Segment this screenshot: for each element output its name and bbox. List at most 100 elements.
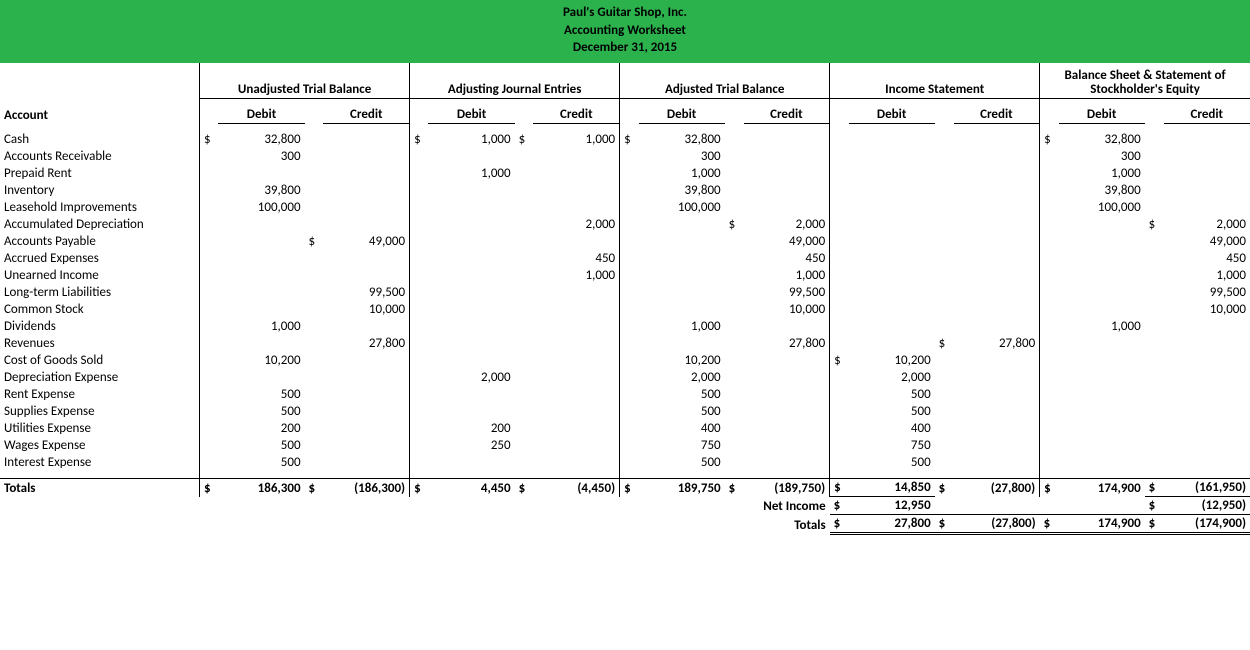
company-name: Paul's Guitar Shop, Inc. xyxy=(0,4,1250,22)
account-name: Inventory xyxy=(0,182,200,199)
debit-cell: 300 xyxy=(639,148,725,165)
table-row: Accumulated Depreciation2,000$2,000$2,00… xyxy=(0,216,1250,233)
credit-cell: 1,000 xyxy=(1164,267,1250,284)
credit-cell xyxy=(323,165,409,182)
debit-cell xyxy=(218,267,304,284)
table-row: Common Stock10,00010,00010,000 xyxy=(0,301,1250,318)
credit-cell xyxy=(1164,352,1250,369)
credit-cell: 99,500 xyxy=(323,284,409,301)
credit-cell xyxy=(1164,199,1250,216)
num-cell: (27,800) xyxy=(954,515,1040,534)
account-name: Supplies Expense xyxy=(0,403,200,420)
credit-cell xyxy=(533,182,619,199)
debit-cell xyxy=(1059,454,1145,471)
account-name: Unearned Income xyxy=(0,267,200,284)
credit-cell xyxy=(954,497,1040,515)
debit-cell: 100,000 xyxy=(1059,199,1145,216)
account-name: Accounts Receivable xyxy=(0,148,200,165)
table-row: Depreciation Expense2,0002,0002,000 xyxy=(0,369,1250,386)
credit-cell xyxy=(744,318,830,335)
credit-cell xyxy=(744,165,830,182)
debit-cell xyxy=(1059,301,1145,318)
debit-header: Debit xyxy=(1059,99,1145,124)
debit-cell: 500 xyxy=(849,386,935,403)
credit-cell xyxy=(954,284,1040,301)
table-row: Accrued Expenses450450450 xyxy=(0,250,1250,267)
num-cell: 174,900 xyxy=(1059,515,1145,534)
credit-cell: (4,450) xyxy=(533,479,619,497)
debit-cell: 400 xyxy=(639,420,725,437)
credit-cell: (186,300) xyxy=(323,479,409,497)
credit-cell: (189,750) xyxy=(744,479,830,497)
credit-cell xyxy=(323,182,409,199)
totals-label: Totals xyxy=(0,479,200,497)
debit-cell xyxy=(218,335,304,352)
debit-cell xyxy=(218,216,304,233)
credit-cell xyxy=(954,386,1040,403)
debit-cell: 1,000 xyxy=(1059,165,1145,182)
credit-cell xyxy=(954,369,1040,386)
credit-cell xyxy=(954,403,1040,420)
debit-header: Debit xyxy=(639,99,725,124)
table-row: Inventory39,80039,80039,800 xyxy=(0,182,1250,199)
debit-cell xyxy=(639,233,725,250)
table-row: Wages Expense500250750750 xyxy=(0,437,1250,454)
credit-cell xyxy=(954,267,1040,284)
credit-cell xyxy=(533,233,619,250)
credit-cell xyxy=(744,352,830,369)
debit-cell xyxy=(428,403,514,420)
credit-cell: 49,000 xyxy=(1164,233,1250,250)
account-header: Account xyxy=(0,99,200,124)
credit-cell xyxy=(744,403,830,420)
debit-cell xyxy=(1059,233,1145,250)
credit-cell xyxy=(323,318,409,335)
debit-cell xyxy=(639,284,725,301)
debit-cell xyxy=(639,301,725,318)
table-row: Cash$32,800$1,000$1,000$32,800$32,800 xyxy=(0,124,1250,149)
debit-cell xyxy=(428,199,514,216)
debit-cell xyxy=(218,233,304,250)
debit-cell: 10,200 xyxy=(218,352,304,369)
credit-cell xyxy=(323,386,409,403)
account-name: Rent Expense xyxy=(0,386,200,403)
debit-cell xyxy=(428,233,514,250)
credit-cell xyxy=(533,165,619,182)
credit-cell xyxy=(533,318,619,335)
debit-cell xyxy=(639,216,725,233)
debit-header: Debit xyxy=(849,99,935,124)
num-cell: 27,800 xyxy=(849,515,935,534)
debit-cell: 500 xyxy=(218,437,304,454)
credit-cell xyxy=(954,437,1040,454)
credit-header: Credit xyxy=(954,99,1040,124)
: $ xyxy=(1145,515,1164,534)
worksheet-table: Unadjusted Trial BalanceAdjusting Journa… xyxy=(0,63,1250,536)
debit-cell: 189,750 xyxy=(639,479,725,497)
table-row: Revenues27,80027,800$27,800 xyxy=(0,335,1250,352)
account-name: Interest Expense xyxy=(0,454,200,471)
debit-cell xyxy=(428,148,514,165)
credit-header: Credit xyxy=(744,99,830,124)
debit-cell: 500 xyxy=(218,454,304,471)
credit-cell: 2,000 xyxy=(1164,216,1250,233)
debit-cell: 186,300 xyxy=(218,479,304,497)
debit-cell: 100,000 xyxy=(218,199,304,216)
credit-cell: 99,500 xyxy=(1164,284,1250,301)
credit-cell xyxy=(954,216,1040,233)
credit-cell xyxy=(744,437,830,454)
credit-cell xyxy=(1164,420,1250,437)
debit-cell: 400 xyxy=(849,420,935,437)
debit-cell xyxy=(428,386,514,403)
credit-cell xyxy=(1164,335,1250,352)
debit-cell: 4,450 xyxy=(428,479,514,497)
debit-cell: 32,800 xyxy=(639,124,725,149)
debit-cell xyxy=(849,233,935,250)
table-row: Unearned Income1,0001,0001,000 xyxy=(0,267,1250,284)
account-name: Common Stock xyxy=(0,301,200,318)
credit-cell xyxy=(323,216,409,233)
debit-cell xyxy=(1059,335,1145,352)
debit-cell xyxy=(1059,403,1145,420)
debit-cell xyxy=(1059,250,1145,267)
debit-cell xyxy=(1059,420,1145,437)
: $ xyxy=(1040,515,1059,534)
debit-cell xyxy=(1059,352,1145,369)
